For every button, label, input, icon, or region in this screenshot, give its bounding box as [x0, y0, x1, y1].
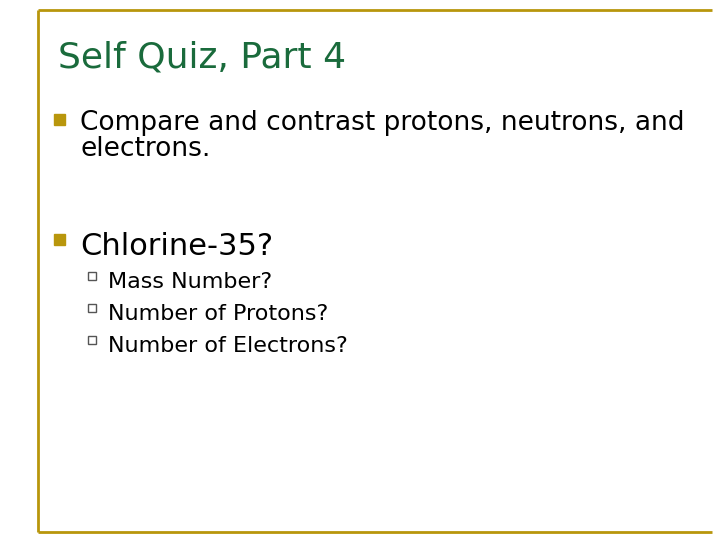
Text: Number of Electrons?: Number of Electrons?: [108, 336, 348, 356]
Text: Self Quiz, Part 4: Self Quiz, Part 4: [58, 40, 346, 74]
FancyBboxPatch shape: [88, 304, 96, 312]
FancyBboxPatch shape: [88, 336, 96, 344]
Text: Chlorine-35?: Chlorine-35?: [80, 232, 273, 261]
FancyBboxPatch shape: [54, 114, 65, 125]
FancyBboxPatch shape: [88, 272, 96, 280]
FancyBboxPatch shape: [54, 234, 65, 245]
Text: Mass Number?: Mass Number?: [108, 272, 272, 292]
Text: electrons.: electrons.: [80, 136, 210, 162]
Text: Compare and contrast protons, neutrons, and: Compare and contrast protons, neutrons, …: [80, 110, 685, 136]
Text: Number of Protons?: Number of Protons?: [108, 304, 328, 324]
